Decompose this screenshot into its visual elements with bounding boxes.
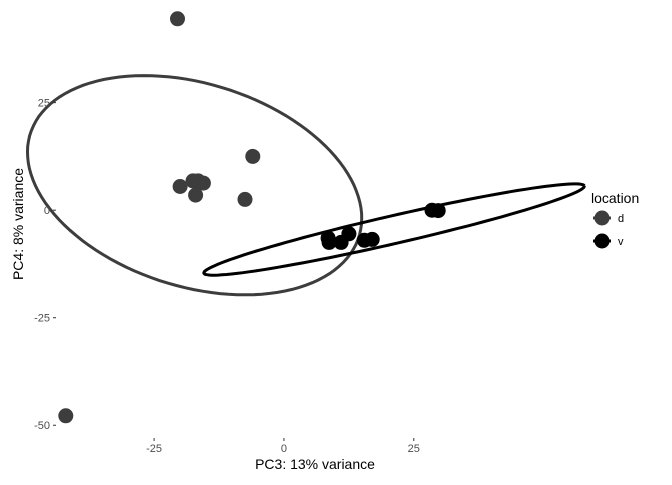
point-d <box>188 187 204 203</box>
x-tick-label: 0 <box>281 443 287 455</box>
point-d <box>58 408 74 424</box>
x-axis-title: PC3: 13% variance <box>255 456 375 472</box>
y-tick-label: 25 <box>38 98 50 110</box>
confidence-ellipses <box>25 74 586 297</box>
point-d <box>245 148 261 164</box>
y-axis-title: PC4: 8% variance <box>10 168 26 280</box>
axes: -25 0 25 -50 -25 0 25 <box>34 98 420 455</box>
legend: location dv <box>591 190 639 249</box>
ellipse-d <box>25 74 364 297</box>
x-tick-label: -25 <box>146 443 162 455</box>
point-v <box>321 234 337 250</box>
point-v <box>341 226 357 242</box>
point-v <box>430 203 446 219</box>
legend-key-point <box>594 210 610 226</box>
point-d <box>172 179 188 194</box>
y-tick-label: 0 <box>44 205 50 217</box>
legend-item-v: v <box>593 233 624 249</box>
point-d <box>195 175 211 191</box>
legend-label: v <box>618 236 624 248</box>
legend-label: d <box>618 213 624 225</box>
x-tick-label: 25 <box>408 443 420 455</box>
point-d <box>237 191 253 207</box>
y-tick-label: -50 <box>34 420 50 432</box>
y-tick-label: -25 <box>34 313 50 325</box>
data-points <box>58 11 446 424</box>
ellipse-v <box>202 182 586 277</box>
legend-title: location <box>591 190 639 206</box>
point-v <box>364 231 380 247</box>
point-d <box>170 11 185 27</box>
legend-item-d: d <box>593 210 624 226</box>
legend-items: dv <box>593 210 624 249</box>
legend-key-point <box>594 233 610 249</box>
